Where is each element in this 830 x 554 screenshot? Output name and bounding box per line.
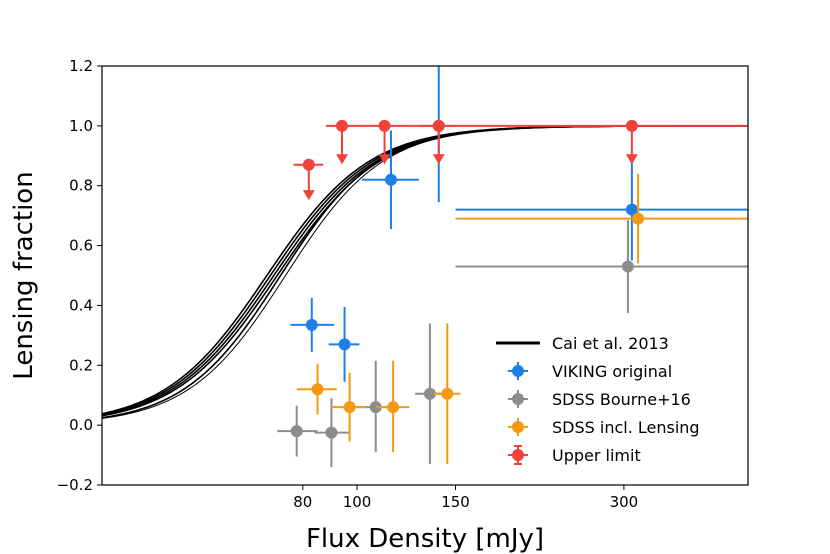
point-marker (625, 203, 638, 216)
upper-limit-point (361, 119, 414, 165)
legend-label: Cai et al. 2013 (552, 334, 669, 353)
upper-limit-point (455, 119, 748, 165)
legend-marker (512, 421, 524, 433)
point-marker (441, 387, 454, 400)
y-tick-label: 1.2 (69, 57, 93, 75)
arrow-head (302, 190, 315, 201)
y-axis-title: Lensing fraction (9, 171, 39, 379)
data-point (277, 405, 318, 457)
point-marker (311, 383, 324, 396)
x-tick-label: 150 (441, 493, 470, 511)
y-tick-label: 0.6 (69, 237, 93, 255)
data-point (455, 173, 748, 264)
legend-entry: SDSS incl. Lensing (508, 418, 700, 437)
x-tick-label: 100 (343, 493, 372, 511)
legend: Cai et al. 2013 VIKING original SDSS Bourn… (496, 334, 700, 465)
x-tick-label: 80 (293, 493, 312, 511)
data-point (433, 323, 461, 465)
point-marker (338, 338, 351, 351)
upper-limit-point (325, 119, 362, 165)
data-point (328, 306, 360, 382)
data-point (296, 363, 337, 415)
data-point (361, 130, 419, 230)
arrow-head (335, 154, 348, 165)
legend-marker (512, 393, 524, 405)
point-marker (335, 119, 348, 132)
upper-limit-point (413, 119, 456, 165)
point-marker (378, 119, 391, 132)
y-tick-label: 0.4 (69, 296, 93, 314)
point-marker (432, 119, 445, 132)
point-marker (384, 173, 397, 186)
data-point (331, 372, 367, 442)
point-marker (325, 426, 338, 439)
x-tick-label: 300 (610, 493, 639, 511)
y-tick-label: −0.2 (57, 476, 93, 494)
axis-ticks: −0.2 0.0 0.2 0.4 0.6 0.8 1.0 1.2 80 100 150 300 (57, 57, 639, 511)
data-point (375, 360, 410, 453)
point-marker (621, 260, 634, 273)
point-marker (625, 119, 638, 132)
y-tick-label: 0.0 (69, 416, 93, 434)
data-point (455, 158, 748, 261)
legend-entry: Upper limit (508, 445, 641, 465)
data-point (455, 220, 748, 313)
data-point (314, 398, 350, 468)
legend-label: Upper limit (552, 446, 641, 465)
legend-marker (512, 449, 524, 461)
arrow-head (625, 154, 638, 165)
point-marker (343, 401, 356, 414)
x-axis-title: Flux Density [mJy] (306, 524, 544, 554)
y-tick-label: 0.2 (69, 356, 93, 374)
legend-entry: Cai et al. 2013 (496, 334, 669, 353)
plot-frame (101, 65, 749, 486)
legend-label: VIKING original (552, 362, 672, 381)
legend-entry: SDSS Bourne+16 (508, 390, 691, 409)
legend-label: SDSS incl. Lensing (552, 418, 700, 437)
point-marker (305, 318, 318, 331)
legend-label: SDSS Bourne+16 (552, 390, 691, 409)
point-marker (423, 387, 436, 400)
data-point (290, 297, 335, 352)
upper-limit-point (293, 158, 324, 201)
legend-entry: VIKING original (508, 362, 672, 381)
arrow-head (378, 154, 391, 165)
data-point (415, 323, 444, 465)
point-marker (387, 401, 400, 414)
point-marker (302, 158, 315, 171)
data-points (277, 66, 748, 468)
point-marker (290, 425, 303, 438)
y-tick-label: 1.0 (69, 117, 93, 135)
point-marker (632, 212, 645, 225)
y-tick-label: 0.8 (69, 177, 93, 195)
arrow-head (432, 154, 445, 165)
legend-marker (512, 365, 524, 377)
